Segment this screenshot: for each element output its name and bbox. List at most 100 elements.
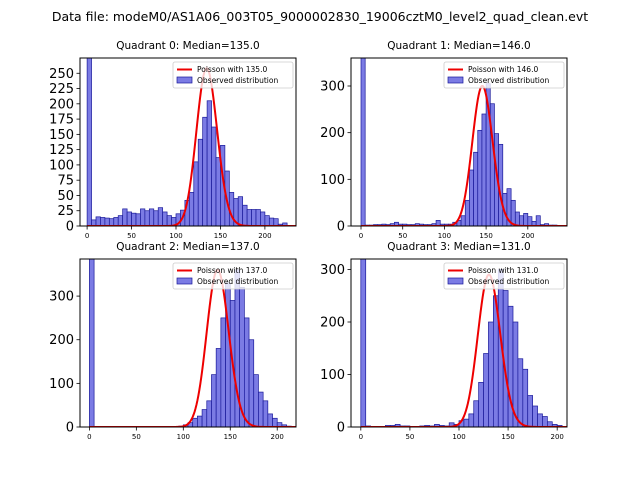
quadrant-0-bar (104, 217, 110, 226)
quadrant-0-xtick-label: 0 (85, 232, 89, 240)
subplot-grid: Quadrant 0: Median=135.00255075100125150… (49, 40, 568, 441)
quadrant-3-legend-fit-label: Poisson with 131.0 (468, 266, 538, 275)
quadrant-2-bar (272, 417, 278, 427)
quadrant-0-title: Quadrant 0: Median=135.0 (116, 40, 259, 52)
quadrant-2-panel: Quadrant 2: Median=137.0 0 100 200 300 0 50 100… (49, 241, 297, 441)
quadrant-0-bar (126, 211, 132, 226)
quadrant-2-bar (201, 409, 208, 427)
quadrant-0-ytick-label: 225 (49, 82, 74, 97)
quadrant-1-axes-frame (350, 57, 568, 227)
quadrant-0-bar (246, 209, 252, 226)
quadrant-1-bar (535, 215, 541, 226)
quadrant-1-panel: Quadrant 1: Median=146.0 0 100 200 300 0 50 100… (320, 40, 568, 240)
quadrant-0-ytick-label: 125 (49, 143, 74, 158)
quadrant-2-bar (267, 413, 273, 427)
quadrant-0-bar (260, 211, 266, 226)
quadrant-0-xtick-label: 150 (214, 232, 227, 240)
quadrant-2-ytick-label: 300 (49, 290, 74, 305)
quadrant-3-bar (488, 321, 494, 427)
quadrant-0-ytick-label: 175 (49, 113, 74, 128)
quadrant-3-bar (522, 368, 529, 427)
quadrant-0-legend-fit-label: Poisson with 135.0 (197, 65, 267, 74)
quadrant-0-legend-box (172, 61, 294, 89)
quadrant-3-bar (473, 400, 479, 427)
quadrant-3-bar (542, 416, 548, 427)
quadrant-0-bar (206, 100, 212, 226)
quadrant-2-bar (192, 417, 198, 427)
quadrant-0-bar (117, 215, 124, 226)
quadrant-2-legend-fit-label: Poisson with 137.0 (197, 266, 267, 275)
quadrant-0-bar (237, 196, 244, 226)
quadrant-0-bar (197, 138, 204, 226)
quadrant-3-xtick-label: 100 (452, 433, 465, 441)
quadrant-2-title: Quadrant 2: Median=137.0 (116, 241, 259, 253)
quadrant-0-bar (268, 217, 275, 226)
quadrant-3-legend-box (443, 262, 565, 290)
quadrant-1-legend: Poisson with 146.0 Observed distribution (443, 61, 565, 89)
quadrant-0-bar (153, 210, 159, 226)
quadrant-2-xtick-label: 150 (224, 433, 237, 441)
quadrant-2-ytick-label: 100 (49, 377, 74, 392)
quadrant-2-xtick-label: 100 (177, 433, 190, 441)
quadrant-2-axes-frame (79, 258, 297, 428)
quadrant-1-xtick-label: 100 (438, 232, 451, 240)
quadrant-0-bar (193, 161, 199, 226)
quadrant-0-bar (144, 210, 150, 226)
quadrant-3-bar (478, 382, 484, 427)
quadrant-1-poisson-fit-line (361, 85, 567, 226)
quadrant-1-bar (464, 199, 470, 226)
quadrant-1-xtick-label: 0 (359, 232, 363, 240)
quadrant-1-legend-observed-label: Observed distribution (468, 76, 549, 85)
quadrant-3-xtick-label: 50 (405, 433, 414, 441)
quadrant-2-legend-box (172, 262, 294, 290)
quadrant-3-ytick-label: 0 (337, 421, 345, 436)
quadrant-0-bar (166, 215, 172, 226)
quadrant-2-bar (262, 400, 269, 427)
quadrant-1-ytick-label: 200 (320, 126, 345, 141)
quadrant-2-legend: Poisson with 137.0 Observed distribution (172, 262, 294, 290)
quadrant-1-legend-fit-label: Poisson with 146.0 (468, 65, 538, 74)
quadrant-0-bar (95, 216, 101, 226)
quadrant-2-legend-observed-swatch (176, 277, 193, 285)
quadrant-3-legend: Poisson with 131.0 Observed distribution (443, 262, 565, 290)
quadrant-2-bar (220, 317, 226, 427)
quadrant-0-bar (255, 209, 261, 226)
quadrant-0-bar (211, 126, 217, 226)
quadrant-0-bar (162, 211, 168, 226)
quadrant-0-ytick-label: 200 (49, 97, 74, 112)
quadrant-0-bar (86, 58, 92, 226)
quadrant-0-bar (122, 208, 128, 226)
quadrant-0-ytick-label: 50 (57, 189, 74, 204)
quadrant-3-ytick-label: 200 (320, 316, 345, 331)
quadrant-3-title: Quadrant 3: Median=131.0 (387, 241, 530, 253)
quadrant-3-xtick-label: 150 (501, 433, 514, 441)
quadrant-0-bar (273, 218, 279, 226)
quadrant-1-xtick-label: 50 (398, 232, 407, 240)
quadrant-3-bar (517, 358, 524, 427)
quadrant-0-bar (140, 208, 146, 226)
quadrant-1-bar (460, 215, 466, 226)
quadrant-2-bar (211, 374, 217, 427)
quadrant-0-bar (251, 209, 257, 226)
quadrant-1-bar (481, 113, 487, 226)
quadrant-1-ytick-label: 0 (337, 220, 345, 235)
quadrant-0-bar (148, 208, 155, 226)
quadrant-3-bar (483, 353, 489, 427)
quadrant-0-poisson-fit-line (87, 67, 296, 226)
quadrant-2-bar (215, 348, 222, 427)
quadrant-0-bar (215, 157, 221, 226)
quadrant-3-bar (468, 413, 475, 427)
quadrant-3-legend-observed-swatch (447, 277, 464, 285)
quadrant-2-bar (253, 374, 259, 427)
quadrant-1-bar (477, 129, 483, 226)
quadrant-0-axes-frame (79, 57, 297, 227)
quadrant-1-bar (360, 58, 366, 226)
quadrant-1-ytick-label: 100 (320, 173, 345, 188)
quadrant-0-xtick-label: 200 (258, 232, 271, 240)
quadrant-3-bar (532, 405, 538, 427)
quadrant-1-bar (519, 215, 524, 226)
quadrant-0-bar (264, 215, 270, 226)
quadrant-3-panel: Quadrant 3: Median=131.0 0 100 200 300 0 50 100… (320, 241, 568, 441)
quadrant-0-bar (113, 217, 119, 226)
